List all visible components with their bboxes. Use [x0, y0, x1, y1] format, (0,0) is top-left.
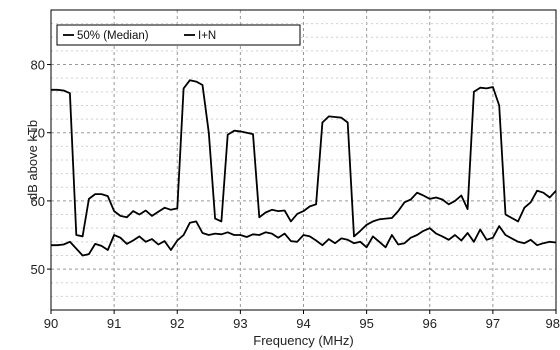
y-axis-title: dB above kTb — [25, 120, 40, 200]
y-tick-label: 80 — [31, 58, 45, 73]
x-tick-label: 93 — [233, 316, 247, 331]
legend: 50% (Median) I+N — [56, 24, 301, 46]
x-tick-label: 96 — [423, 316, 437, 331]
series-line-i-plus-n — [51, 79, 557, 238]
x-tick-label: 92 — [170, 316, 184, 331]
x-tick-label: 91 — [107, 316, 121, 331]
x-tick-label: 95 — [359, 316, 373, 331]
x-tick-label: 97 — [486, 316, 500, 331]
x-tick-label: 94 — [296, 316, 310, 331]
series-layer — [51, 79, 557, 257]
y-axis-ticks: 50 60 70 80 — [31, 58, 51, 277]
x-tick-label: 98 — [546, 316, 560, 331]
x-axis-title: Frequency (MHz) — [253, 333, 353, 348]
legend-label-median: 50% (Median) — [77, 30, 149, 42]
legend-box — [56, 24, 301, 46]
x-tick-label: 90 — [44, 316, 58, 331]
y-tick-label: 70 — [31, 126, 45, 141]
y-tick-label: 50 — [31, 262, 45, 277]
y-tick-label: 60 — [31, 194, 45, 209]
series-line-median — [51, 220, 557, 257]
legend-label-i-plus-n: I+N — [198, 30, 216, 42]
x-axis-ticks: 90 91 92 93 94 95 96 97 98 — [44, 310, 560, 331]
